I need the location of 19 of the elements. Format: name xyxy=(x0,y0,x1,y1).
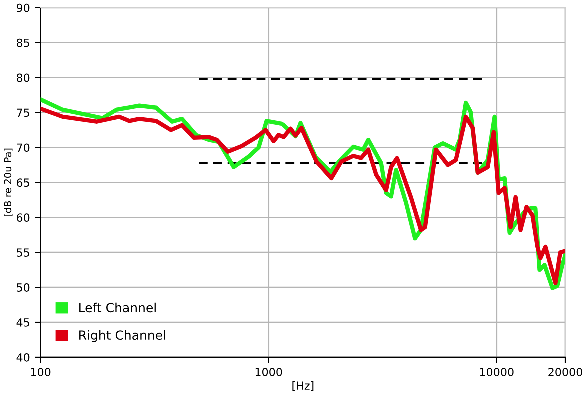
y-tick-label: 80 xyxy=(17,74,30,82)
y-tick-label: 65 xyxy=(17,178,30,188)
y-tick-label: 75 xyxy=(17,108,30,118)
y-tick-label: 40 xyxy=(16,353,30,362)
x-axis-title: [Hz] xyxy=(292,381,314,392)
y-tick-label: 55 xyxy=(17,248,30,257)
legend-label: Left Channel xyxy=(80,302,156,313)
y-tick-label: 45 xyxy=(16,318,30,327)
x-tick-label: 1000 xyxy=(256,368,282,376)
legend-label: Right Channel xyxy=(80,330,166,342)
y-tick-label: 90 xyxy=(16,4,30,12)
y-tick-label: 85 xyxy=(17,38,30,48)
y-tick-label: 60 xyxy=(17,214,30,222)
y-tick-label: 70 xyxy=(17,144,30,152)
y-tick-label: 50 xyxy=(17,284,30,292)
x-tick-label: 20000 xyxy=(548,368,582,376)
y-axis-title: [dB re 20u Pa] xyxy=(4,148,13,217)
x-tick-label: 100 xyxy=(31,368,51,376)
x-tick-label: 10000 xyxy=(480,368,514,376)
